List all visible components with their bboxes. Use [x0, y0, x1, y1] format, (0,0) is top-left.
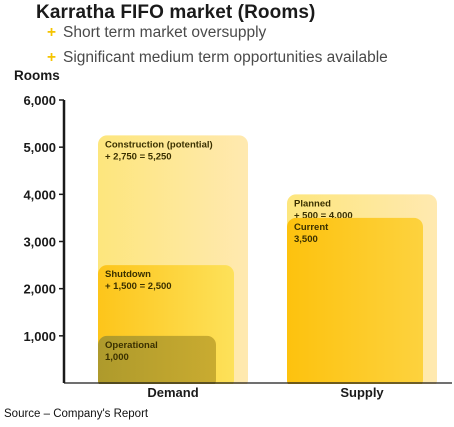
y-tick-label: 4,000 — [23, 187, 56, 202]
segment-label: Construction (potential) — [105, 139, 213, 150]
chart-title: Karratha FIFO market (Rooms) — [36, 2, 316, 23]
y-axis-label: Rooms — [14, 68, 60, 83]
y-tick-label: 2,000 — [23, 282, 56, 297]
bullet-text: Significant medium term opportunities av… — [63, 49, 388, 66]
segment-label: Operational — [105, 340, 158, 351]
y-tick-label: 3,000 — [23, 235, 56, 250]
y-tick-label: 5,000 — [23, 140, 56, 155]
x-category-label: Demand — [147, 385, 198, 400]
bar-current — [287, 217, 423, 389]
y-tick-label: 6,000 — [23, 93, 56, 108]
source-note: Source – Company's Report — [4, 408, 149, 420]
plus-icon: + — [47, 49, 57, 66]
x-category-label: Supply — [340, 385, 384, 400]
bullet-item: + Short term market oversupply — [47, 24, 266, 42]
y-tick-label: 1,000 — [23, 329, 56, 344]
bar-operational — [98, 335, 216, 389]
bullet-item: + Significant medium term opportunities a… — [47, 49, 388, 67]
bar-group-demand: Construction (potential)+ 2,750 = 5,250 S… — [98, 135, 248, 389]
segment-value-label: + 2,750 = 5,250 — [105, 151, 172, 162]
segment-value-label: 1,000 — [105, 352, 129, 363]
segment-label: Planned — [294, 198, 331, 209]
segment-label: Shutdown — [105, 269, 151, 280]
plus-icon: + — [47, 24, 57, 41]
segment-value-label: + 1,500 = 2,500 — [105, 281, 172, 292]
segment-value-label: + 500 = 4,000 — [294, 210, 353, 221]
bullet-text: Short term market oversupply — [63, 24, 267, 41]
baseline-mask — [66, 384, 454, 392]
segment-value-label: 3,500 — [294, 234, 318, 245]
segment-label: Current — [294, 222, 329, 233]
